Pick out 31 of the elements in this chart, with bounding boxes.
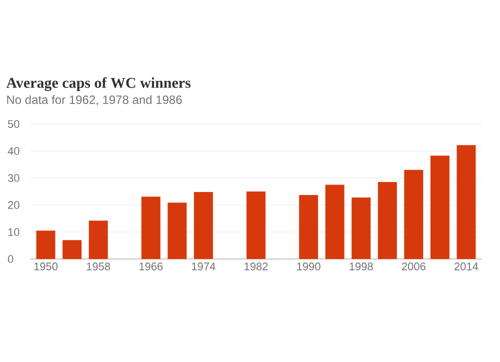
y-tick-label: 50 [8, 120, 20, 128]
bar [456, 145, 476, 259]
x-tick-label: 1982 [244, 262, 268, 270]
x-tick-label: 1950 [34, 262, 58, 270]
y-tick-label: 0 [8, 255, 14, 263]
bar [378, 182, 397, 259]
x-tick-label: 2006 [402, 262, 426, 270]
x-tick-label: 1966 [139, 262, 163, 270]
y-tick-label: 40 [8, 147, 20, 155]
bar [299, 195, 318, 259]
bar [404, 170, 424, 259]
bar [194, 192, 213, 259]
bar [88, 220, 108, 259]
x-tick-label: 2014 [454, 262, 478, 270]
chart-title: Average caps of WC winners [6, 77, 191, 92]
bar [168, 202, 187, 259]
bar [246, 192, 266, 259]
bar [36, 230, 56, 259]
x-tick-label: 1990 [297, 262, 320, 270]
bar [62, 240, 82, 259]
chart-subtitle: No data for 1962, 1978 and 1986 [7, 95, 182, 106]
bar [325, 184, 344, 259]
y-tick-label: 10 [8, 228, 20, 236]
bar [430, 156, 450, 259]
bar [141, 196, 160, 259]
y-tick-label: 20 [8, 201, 20, 209]
y-tick-label: 30 [8, 174, 20, 182]
x-tick-label: 1958 [86, 262, 110, 270]
x-tick-label: 1974 [192, 262, 216, 270]
bar [352, 197, 371, 259]
x-tick-label: 1998 [350, 262, 373, 270]
